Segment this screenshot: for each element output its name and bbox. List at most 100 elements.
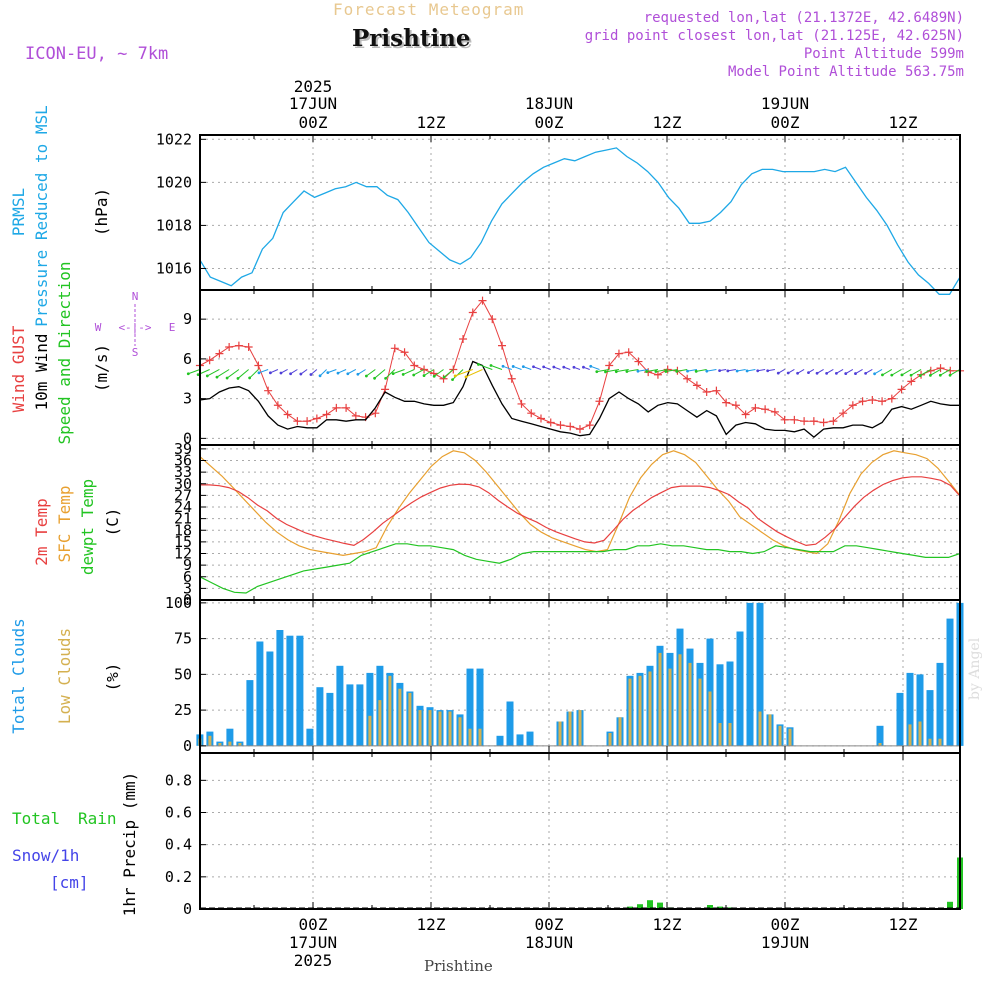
wind-arrow [920, 369, 932, 377]
gust-marker [507, 374, 516, 383]
wind-arrow [706, 368, 717, 372]
gust-marker [322, 410, 331, 419]
low-cloud-bar [938, 738, 942, 746]
label-hpa: (hPa) [92, 188, 111, 236]
y-tick-label: 24 [174, 498, 192, 516]
wind-arrow [687, 368, 698, 372]
wind-arrow-head [645, 370, 649, 373]
wind-arrow-head [542, 365, 546, 369]
total-cloud-bar [496, 735, 504, 746]
wind-arrow [626, 368, 639, 373]
wind-arrow-head [476, 363, 480, 366]
wind-arrow-head [745, 369, 749, 373]
wind-arrow-head [248, 376, 252, 380]
gust-marker [498, 341, 507, 350]
footer-credit: by Angel [967, 637, 983, 700]
wind-arrow-head [186, 372, 190, 376]
wind-arrow-head [854, 372, 857, 375]
gust-marker [585, 421, 594, 430]
total-cloud-bar [896, 692, 904, 746]
gust-marker [283, 410, 292, 419]
low-cloud-bar [638, 675, 642, 746]
total-cloud-bar [346, 684, 354, 746]
gust-marker [741, 410, 750, 419]
low-cloud-bar [408, 692, 412, 746]
wind-arrow-head [766, 369, 770, 373]
wind-arrow [676, 368, 688, 372]
y-tick-label: 18 [174, 521, 192, 539]
requested-coords: requested lon,lat (21.1372E, 42.6489N) [643, 10, 964, 26]
gust-marker [712, 386, 721, 395]
gust-marker [215, 349, 224, 358]
total-cloud-bar [876, 725, 884, 746]
y-tick-label: 3 [183, 579, 192, 597]
wind-arrow [392, 369, 405, 375]
wind-arrow-head [373, 376, 376, 380]
low-cloud-bar [908, 724, 912, 746]
total-cloud-bar [356, 684, 364, 746]
rain-bar [657, 902, 663, 909]
low-cloud-bar [708, 691, 712, 746]
top-time-label: 00Z [535, 113, 564, 132]
gust-marker [264, 386, 273, 395]
top-date-label: 18JUN [525, 94, 573, 113]
wind-arrow [366, 369, 376, 377]
total-cloud-bar [936, 662, 944, 746]
wind-arrow [513, 365, 522, 370]
wind-arrow-head [205, 374, 209, 378]
total-cloud-bar [476, 668, 484, 746]
gust-marker [624, 348, 633, 357]
total-cloud-bar [756, 602, 764, 746]
grid-layer [200, 135, 960, 910]
wind-arrow-head [881, 373, 884, 377]
total-cloud-bar [226, 728, 234, 746]
top-date-label: 19JUN [761, 94, 809, 113]
y-tick-label: 75 [174, 630, 192, 648]
low-cloud-bar [418, 710, 422, 746]
y-tick-label: 15 [174, 533, 192, 551]
panel-frame [199, 289, 961, 446]
bottom-time-label: 00Z [535, 915, 564, 934]
wind-arrow-head [364, 374, 368, 378]
low-cloud-bar [618, 717, 622, 746]
wind-arrow [882, 369, 893, 376]
low-cloud-bar [658, 652, 662, 746]
wind-arrow-head [572, 365, 576, 369]
gust-marker [858, 397, 867, 406]
low-cloud-bar [568, 711, 572, 746]
wind-arrow-head [890, 373, 894, 377]
wind-arrow-head [384, 376, 387, 380]
wind-arrow-head [268, 371, 272, 375]
gust-marker [556, 421, 565, 430]
wind-arrow-head [694, 369, 698, 373]
wind-arrow-head [735, 369, 739, 373]
gust-marker [829, 417, 838, 426]
low-cloud-bar [628, 678, 632, 746]
label-snow: Snow/1h [12, 846, 79, 865]
wind-arrow-head [521, 365, 525, 369]
gust-marker [410, 361, 419, 370]
top-time-label: 12Z [889, 113, 918, 132]
y-tick-label: 21 [174, 510, 192, 528]
gust-marker [761, 405, 770, 414]
label-direction: Speed and Direction [55, 261, 74, 444]
chart-title: Prishtine [352, 25, 471, 52]
total-cloud-bar [306, 728, 314, 746]
total-cloud-bar [516, 734, 524, 746]
y-tick-label: 27 [174, 486, 192, 504]
top-time-label: 00Z [771, 113, 800, 132]
gust-marker [878, 397, 887, 406]
wind-arrow [637, 368, 649, 372]
label-total-clouds: Total Clouds [9, 618, 28, 734]
gust-marker [897, 385, 906, 394]
wind-arrow-head [289, 372, 293, 376]
low-cloud-bar [678, 654, 682, 746]
y-tick-label: 3 [183, 390, 192, 408]
wind-arrow [443, 369, 454, 378]
y-tick-label: 6 [183, 568, 192, 586]
gust-marker [205, 356, 214, 365]
series-dewpt-temp [199, 543, 961, 594]
gust-marker [605, 361, 614, 370]
wind-arrow-head [654, 370, 658, 373]
total-cloud-bar [316, 687, 324, 746]
